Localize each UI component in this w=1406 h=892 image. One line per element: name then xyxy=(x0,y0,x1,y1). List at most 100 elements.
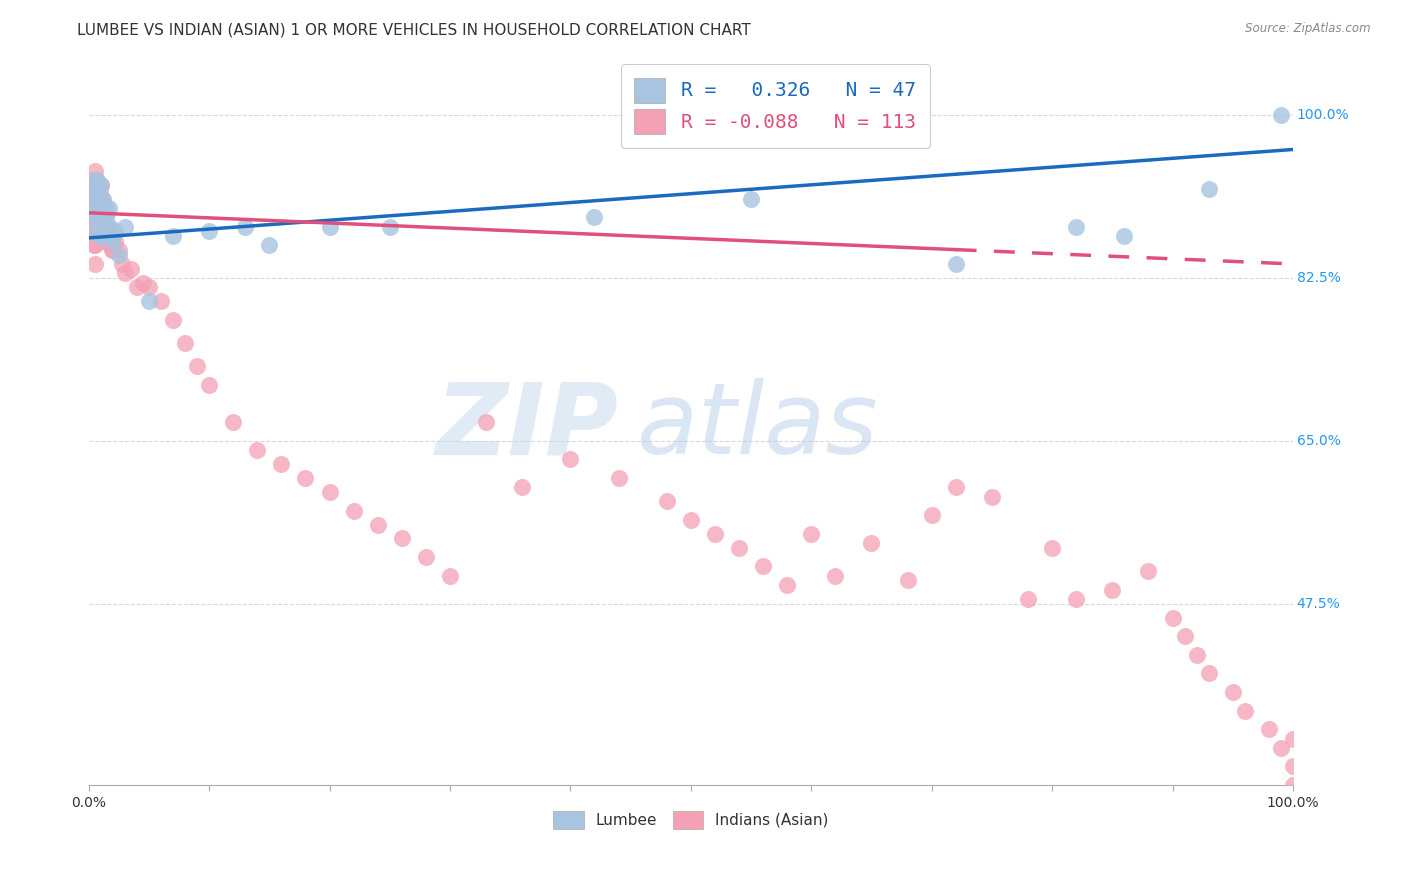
Point xyxy=(114,219,136,234)
Point xyxy=(233,219,256,234)
Point xyxy=(270,457,292,471)
Point xyxy=(96,224,118,238)
Text: atlas: atlas xyxy=(637,378,879,475)
Point xyxy=(1198,182,1220,196)
Point xyxy=(86,192,108,206)
Point xyxy=(246,443,269,458)
Point xyxy=(83,192,105,206)
Point xyxy=(1282,853,1305,867)
Point xyxy=(125,280,148,294)
Point xyxy=(98,224,121,238)
Point xyxy=(83,196,105,211)
Point xyxy=(97,219,120,234)
Point xyxy=(367,517,389,532)
Point xyxy=(83,178,105,192)
Point xyxy=(1101,582,1123,597)
Point xyxy=(1222,685,1244,699)
Point xyxy=(83,164,105,178)
Point xyxy=(93,224,115,238)
Point xyxy=(776,578,799,592)
Point xyxy=(921,508,943,523)
Point xyxy=(100,234,122,248)
Point xyxy=(162,229,184,244)
Point xyxy=(1185,648,1208,662)
Point xyxy=(111,257,134,271)
Point xyxy=(83,238,105,252)
Point xyxy=(294,471,316,485)
Text: LUMBEE VS INDIAN (ASIAN) 1 OR MORE VEHICLES IN HOUSEHOLD CORRELATION CHART: LUMBEE VS INDIAN (ASIAN) 1 OR MORE VEHIC… xyxy=(77,22,751,37)
Point xyxy=(101,229,124,244)
Point xyxy=(343,503,366,517)
Point xyxy=(1270,740,1292,755)
Point xyxy=(89,182,111,196)
Point xyxy=(91,229,114,244)
Point xyxy=(83,257,105,271)
Point xyxy=(89,229,111,244)
Point xyxy=(84,173,107,187)
Point xyxy=(560,452,582,467)
Point xyxy=(91,211,114,225)
Point xyxy=(104,224,127,238)
Point xyxy=(83,192,105,206)
Point xyxy=(94,224,117,238)
Point xyxy=(120,261,142,276)
Point xyxy=(1282,778,1305,792)
Point xyxy=(87,182,110,196)
Point xyxy=(655,494,678,508)
Point xyxy=(82,173,104,187)
Point xyxy=(1064,219,1087,234)
Point xyxy=(86,173,108,187)
Point xyxy=(108,247,131,261)
Point xyxy=(945,257,967,271)
Point xyxy=(82,201,104,215)
Point xyxy=(84,206,107,220)
Point xyxy=(87,182,110,196)
Point xyxy=(1282,824,1305,838)
Point xyxy=(96,234,118,248)
Point xyxy=(1233,704,1256,718)
Point xyxy=(104,234,127,248)
Point xyxy=(86,224,108,238)
Point xyxy=(198,224,221,238)
Point xyxy=(83,173,105,187)
Point xyxy=(378,219,401,234)
Point xyxy=(138,280,160,294)
Point xyxy=(91,224,114,238)
Point xyxy=(1282,731,1305,746)
Point xyxy=(391,532,413,546)
Point xyxy=(1114,229,1136,244)
Point xyxy=(679,513,702,527)
Point xyxy=(824,568,846,582)
Point xyxy=(1282,788,1305,802)
Text: Source: ZipAtlas.com: Source: ZipAtlas.com xyxy=(1246,22,1371,36)
Point xyxy=(100,234,122,248)
Point xyxy=(91,206,114,220)
Point xyxy=(415,550,437,565)
Text: 47.5%: 47.5% xyxy=(1296,597,1340,611)
Point xyxy=(1137,564,1160,578)
Point xyxy=(222,415,245,429)
Point xyxy=(83,224,105,238)
Point xyxy=(703,526,725,541)
Point xyxy=(89,211,111,225)
Point xyxy=(98,201,121,215)
Point xyxy=(945,480,967,494)
Point xyxy=(439,568,461,582)
Point xyxy=(138,294,160,309)
Point xyxy=(94,211,117,225)
Point xyxy=(897,574,920,588)
Point xyxy=(1173,629,1195,643)
Point xyxy=(97,219,120,234)
Point xyxy=(93,219,115,234)
Point xyxy=(89,201,111,215)
Point xyxy=(108,243,131,257)
Point xyxy=(198,378,221,392)
Point xyxy=(1282,889,1305,892)
Point xyxy=(1040,541,1063,555)
Point xyxy=(83,224,105,238)
Point xyxy=(475,415,498,429)
Point xyxy=(90,206,112,220)
Point xyxy=(89,219,111,234)
Point xyxy=(860,536,883,550)
Point xyxy=(90,206,112,220)
